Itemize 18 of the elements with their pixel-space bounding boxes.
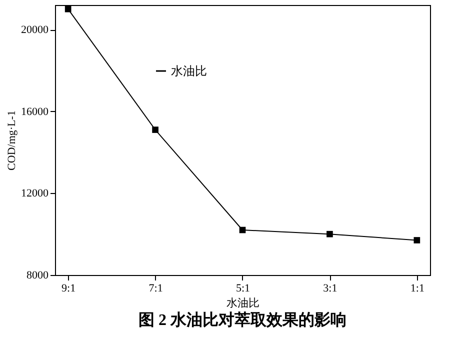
point (64, 6, 72, 12)
y-tick-label: 20000 (21, 24, 49, 36)
x-tick-label: 5:1 (236, 282, 250, 294)
point (239, 226, 246, 234)
point (152, 126, 158, 133)
x-tick-label: 9:1 (62, 282, 76, 294)
y-tick-label: 16000 (21, 106, 49, 118)
text: 图 2 水油比对萃取效果的影响 (138, 311, 346, 329)
legend-label: 水油比 (171, 64, 207, 78)
x-tick-label: 1:1 (410, 282, 424, 294)
x-tick-label: 3:1 (323, 282, 338, 294)
y-tick-label: 8000 (26, 270, 49, 282)
x-axis-title: 水油比 (226, 296, 260, 310)
x-tick-label: 7:1 (148, 282, 163, 294)
point (414, 237, 420, 244)
y-axis-title: COD/mg·L-1 (6, 110, 18, 170)
point (326, 230, 333, 238)
y-tick-label: 12000 (21, 188, 49, 200)
